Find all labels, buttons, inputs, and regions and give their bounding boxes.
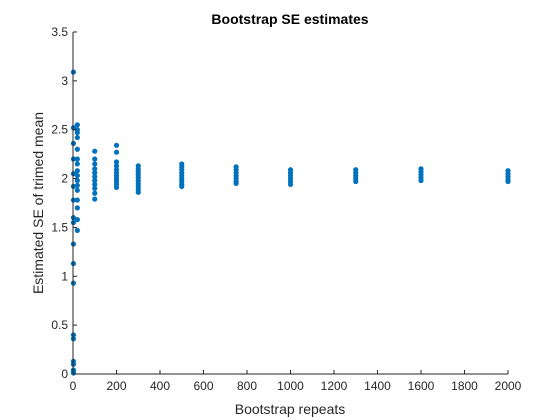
- data-point: [74, 146, 80, 152]
- data-point: [92, 156, 98, 162]
- x-tick-label: 0: [70, 379, 77, 393]
- x-tick-label: 600: [193, 379, 213, 393]
- data-point: [505, 178, 511, 185]
- y-tick-label: 1.5: [51, 220, 68, 234]
- data-point: [418, 177, 424, 184]
- data-point: [74, 182, 80, 189]
- data-point: [113, 159, 120, 165]
- data-point: [92, 166, 98, 172]
- data-point: [135, 189, 141, 195]
- x-axis-label: Bootstrap repeats: [235, 401, 346, 417]
- data-point: [233, 180, 239, 187]
- data-point: [113, 184, 120, 190]
- x-tick-label: 1800: [451, 379, 478, 393]
- data-point: [74, 227, 80, 233]
- data-point: [353, 178, 359, 185]
- data-point: [92, 190, 98, 196]
- data-point: [113, 142, 120, 148]
- y-tick-label: 2: [61, 172, 68, 186]
- data-point: [74, 217, 80, 223]
- data-point: [74, 134, 80, 141]
- data-point: [74, 156, 80, 162]
- data-point: [74, 177, 80, 184]
- data-point: [179, 183, 185, 189]
- y-tick-label: 1: [61, 269, 68, 283]
- x-tick-label: 2000: [495, 379, 522, 393]
- data-point: [74, 130, 80, 136]
- y-tick-label: 3: [61, 74, 68, 88]
- chart-title: Bootstrap SE estimates: [211, 11, 368, 27]
- data-point: [74, 173, 80, 179]
- y-axis-label: Estimated SE of trimed mean: [30, 112, 46, 294]
- data-points: [70, 69, 511, 376]
- plot-area: [73, 32, 508, 374]
- y-tick-label: 2.5: [51, 123, 68, 137]
- data-point: [92, 161, 98, 167]
- data-point: [92, 148, 98, 154]
- data-point: [74, 187, 80, 193]
- y-tick-label: 0.5: [51, 318, 68, 332]
- x-tick-label: 1600: [408, 379, 435, 393]
- data-point: [92, 181, 98, 188]
- x-tick-label: 800: [237, 379, 257, 393]
- x-tick-label: 1200: [321, 379, 348, 393]
- data-point: [287, 181, 294, 188]
- data-point: [113, 163, 120, 169]
- x-ticks: 0 200 400 600 800 1000 1200 1400 1600 1800 2000: [70, 370, 522, 393]
- x-tick-label: 200: [106, 379, 126, 393]
- data-point: [74, 161, 80, 167]
- x-tick-label: 1000: [277, 379, 304, 393]
- data-point: [74, 205, 80, 211]
- y-tick-label: 0: [61, 367, 68, 381]
- data-point: [92, 185, 98, 191]
- x-tick-label: 400: [150, 379, 170, 393]
- data-point: [92, 170, 98, 176]
- data-point: [74, 197, 80, 203]
- data-point: [74, 122, 80, 128]
- data-point: [92, 177, 98, 184]
- data-point: [92, 196, 98, 202]
- data-point: [113, 149, 120, 155]
- y-tick-label: 3.5: [51, 25, 68, 39]
- y-ticks: 0 0.5 1 1.5 2 2.5 3 3.5: [51, 25, 77, 381]
- x-tick-label: 1400: [364, 379, 391, 393]
- data-point: [74, 168, 80, 174]
- data-point: [92, 174, 98, 180]
